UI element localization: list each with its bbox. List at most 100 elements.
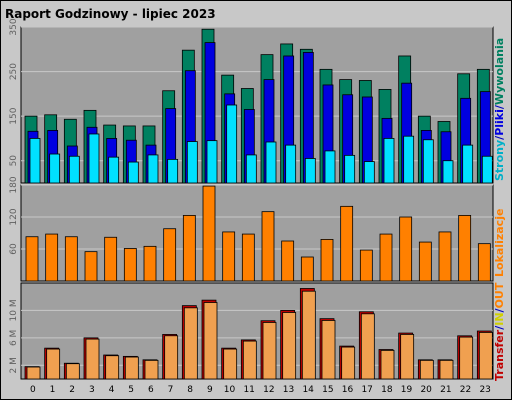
x-tick-label: 5: [128, 385, 134, 395]
pages-files-hits-panel: 50 150 250 350: [9, 18, 494, 184]
bar-out: [478, 332, 493, 380]
legend-strony: Strony: [493, 140, 506, 181]
bar-wywolania: [245, 154, 257, 184]
x-tick-label: 0: [30, 385, 36, 395]
bar-wywolania: [344, 154, 356, 184]
bar-lokalizacje: [359, 249, 373, 282]
bar-lokalizacje: [438, 231, 452, 282]
x-tick-label: 18: [381, 385, 393, 395]
bar-out: [26, 366, 41, 380]
bar-wywolania: [147, 154, 159, 184]
bar-out: [321, 320, 336, 380]
y-tick-label: 250: [9, 63, 19, 80]
y-tick-label: 10 M: [9, 299, 19, 321]
bar-wywolania: [226, 104, 238, 184]
bar-out: [242, 340, 257, 380]
bar-out: [223, 348, 238, 380]
legend-sep-2: /: [493, 104, 506, 109]
bar-lokalizacje: [281, 240, 295, 282]
bar-lokalizacje: [202, 185, 216, 282]
x-tick-label: 9: [207, 385, 213, 395]
bar-wywolania: [206, 140, 218, 184]
x-tick-label: 3: [89, 385, 95, 395]
legend-sep-3: /: [493, 325, 506, 330]
bar-wywolania: [68, 155, 80, 184]
x-tick-label: 19: [401, 385, 413, 395]
bar-out: [65, 363, 80, 380]
bar-wywolania: [285, 144, 297, 184]
legend-pliki: Pliki: [493, 109, 506, 136]
bar-lokalizacje: [25, 236, 39, 282]
bar-wywolania: [363, 161, 375, 184]
legend-sep-1: /: [493, 135, 506, 140]
x-tick-label: 12: [263, 385, 274, 395]
bar-lokalizacje: [84, 251, 98, 282]
plot-area: [20, 26, 494, 184]
x-tick-label: 1: [50, 385, 56, 395]
legend-transfer: Transfer: [493, 329, 506, 381]
y-tick-label: 6 M: [9, 330, 19, 346]
legend-in: IN: [493, 312, 506, 325]
bar-wywolania: [49, 153, 61, 184]
bar-wywolania: [304, 158, 316, 184]
y-tick-label: 350: [9, 18, 19, 35]
y-tick-label: 120: [9, 208, 19, 225]
bar-wywolania: [324, 150, 336, 184]
bar-wywolania: [383, 138, 395, 184]
plot-area: [20, 282, 494, 380]
bar-out: [419, 359, 434, 380]
bar-out: [183, 307, 198, 380]
y-tick-label: 60: [9, 243, 19, 255]
bar-lokalizacje: [320, 238, 334, 282]
x-tick-label: 15: [322, 385, 333, 395]
x-tick-label: 11: [243, 385, 254, 395]
bar-out: [459, 336, 474, 380]
bar-wywolania: [422, 139, 434, 184]
bar-lokalizacje: [458, 214, 472, 282]
report-title: Raport Godzinowy - lipiec 2023: [5, 7, 216, 21]
x-tick-label: 8: [187, 385, 193, 395]
bar-out: [124, 356, 139, 380]
bar-wywolania: [29, 138, 41, 184]
bar-lokalizacje: [143, 245, 157, 282]
x-tick-label: 6: [148, 385, 154, 395]
legend-top: Strony/Pliki/Wywolania: [493, 38, 506, 181]
bar-out: [380, 349, 395, 380]
bar-lokalizacje: [261, 211, 275, 282]
y-tick-label: 180: [9, 176, 19, 193]
bar-out: [105, 355, 120, 380]
transfer-panel: 2 M 6 M 10 M: [9, 282, 494, 380]
locations-panel: 60 120 180: [9, 176, 494, 282]
bar-wywolania: [167, 158, 179, 184]
x-tick-label: 10: [224, 385, 236, 395]
bar-out: [301, 290, 316, 380]
legend-sep-4: /: [493, 307, 506, 312]
bar-out: [85, 338, 100, 380]
x-tick-label: 4: [109, 385, 115, 395]
legend-mid: Lokalizacje: [493, 209, 506, 277]
y-tick-label: 150: [9, 107, 19, 124]
x-tick-label: 13: [283, 385, 294, 395]
bar-wywolania: [108, 156, 120, 184]
plot-area: [20, 184, 494, 282]
bar-out: [341, 346, 356, 380]
x-tick-label: 2: [69, 385, 75, 395]
bar-lokalizacje: [45, 233, 59, 282]
bar-lokalizacje: [64, 236, 78, 282]
x-tick-label: 22: [460, 385, 471, 395]
x-tick-label: 17: [361, 385, 372, 395]
bar-lokalizacje: [477, 243, 491, 282]
bar-lokalizacje: [241, 233, 255, 282]
bar-out: [203, 302, 218, 380]
bar-wywolania: [127, 161, 139, 184]
bar-wywolania: [88, 133, 100, 184]
legend-wywolania: Wywolania: [493, 38, 506, 105]
bar-out: [400, 334, 415, 380]
bar-out: [360, 313, 375, 380]
x-tick-label: 21: [440, 385, 451, 395]
bar-wywolania: [265, 141, 277, 184]
x-tick-label: 16: [342, 385, 354, 395]
bar-lokalizacje: [300, 256, 314, 282]
